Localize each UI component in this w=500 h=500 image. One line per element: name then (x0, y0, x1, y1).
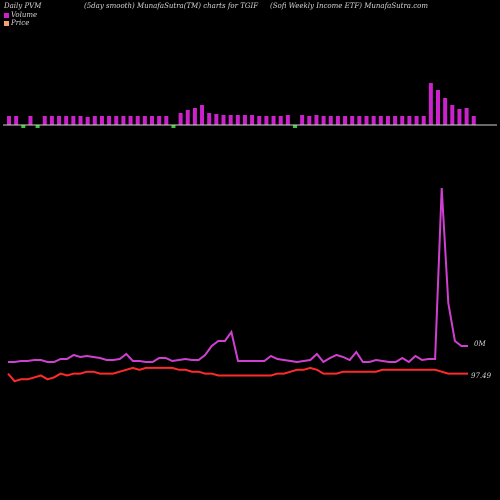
volume-bar (264, 116, 269, 125)
volume-bar (350, 116, 355, 125)
volume-bar (200, 105, 205, 125)
volume-bar (457, 109, 462, 125)
volume-bar (371, 116, 376, 125)
volume-bar (300, 115, 305, 125)
volume-bar (178, 113, 183, 125)
volume-bar (428, 83, 433, 125)
volume-bar (250, 115, 255, 125)
volume-bar (42, 116, 47, 125)
volume-bar (321, 116, 326, 125)
volume-bar (7, 116, 11, 125)
volume-bar (71, 116, 76, 125)
volume-bar (314, 115, 319, 125)
volume-bar (421, 116, 426, 125)
volume-bar (436, 90, 440, 125)
legend-volume: Volume (4, 11, 37, 19)
volume-bar (214, 114, 219, 125)
header-right-title: (Sofi Weekly Income ETF) MunafaSutra.com (270, 2, 428, 10)
volume-value-label: 0M (474, 340, 486, 348)
volume-bar (192, 108, 197, 125)
legend-price: Price (4, 19, 29, 27)
volume-bar (464, 108, 469, 125)
volume-bar (414, 116, 419, 125)
volume-bar (121, 116, 126, 125)
volume-bar (207, 113, 212, 125)
volume-bars (7, 83, 476, 128)
volume-bar (307, 116, 312, 125)
volume-bar (285, 115, 290, 125)
volume-bar (171, 125, 176, 128)
header-middle-title: (5day smooth) MunafaSutra(TM) charts for… (84, 2, 259, 10)
volume-bar (128, 116, 133, 125)
volume-bar (257, 116, 262, 125)
volume-bar (385, 116, 390, 125)
volume-bar (57, 116, 62, 125)
volume-bar (99, 116, 104, 125)
volume-bar (228, 115, 233, 125)
price-line (7, 366, 468, 383)
volume-bar (235, 115, 240, 125)
volume-bar (92, 116, 97, 125)
volume-bar (85, 117, 90, 125)
volume-bar (393, 116, 398, 125)
volume-bar (64, 116, 69, 125)
volume-bar (142, 116, 147, 125)
volume-bar (150, 116, 154, 125)
volume-bar (328, 116, 333, 125)
volume-bar (107, 116, 112, 125)
volume-bar (157, 116, 162, 125)
volume-bar (407, 116, 412, 125)
legend-price-label: Price (11, 19, 30, 27)
volume-bar (221, 115, 226, 125)
volume-bar (471, 116, 476, 125)
volume-bar (400, 116, 405, 125)
volume-bar (278, 116, 283, 125)
legend-volume-swatch (4, 12, 9, 18)
volume-bar (378, 116, 383, 125)
volume-bar (21, 125, 26, 128)
volume-line (8, 187, 468, 364)
volume-bar (78, 116, 83, 125)
volume-bar (49, 116, 54, 125)
volume-bar (35, 125, 40, 128)
volume-bar (242, 115, 247, 125)
volume-bar (164, 116, 169, 125)
volume-bar (293, 125, 297, 128)
volume-bar (443, 98, 448, 125)
volume-bar (364, 116, 369, 125)
header-left-title: Daily PVM (4, 2, 42, 10)
volume-bar (114, 116, 119, 125)
legend-price-swatch (4, 20, 9, 26)
volume-bar (185, 110, 190, 125)
volume-bar (335, 116, 340, 125)
volume-bar (14, 116, 19, 125)
volume-bar (357, 116, 362, 125)
volume-bar (450, 105, 455, 125)
price-value-label: 97.49 (471, 372, 492, 380)
volume-bar (135, 116, 140, 125)
volume-bar (343, 116, 348, 125)
volume-bar (28, 116, 33, 125)
volume-bar (271, 116, 276, 125)
legend-volume-label: Volume (11, 11, 38, 19)
